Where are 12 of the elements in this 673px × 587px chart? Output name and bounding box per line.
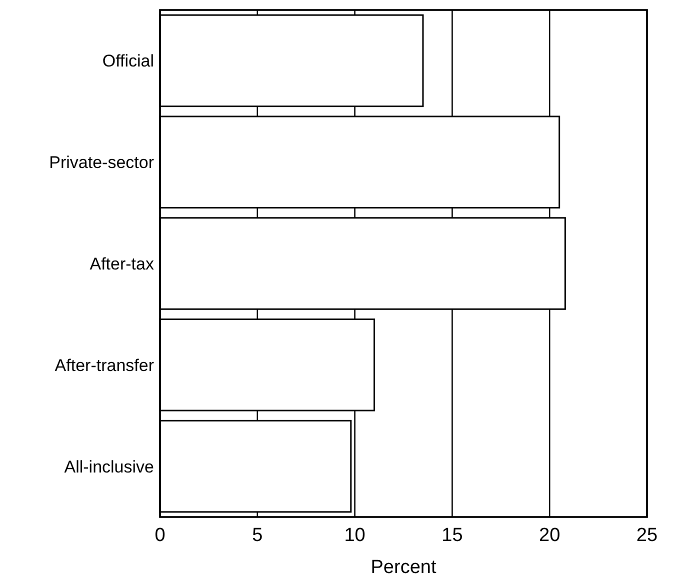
x-tick-label: 15: [442, 525, 463, 546]
x-tick-label: 20: [539, 525, 560, 546]
x-axis-title: Percent: [370, 557, 437, 578]
x-tick-label: 5: [252, 525, 263, 546]
x-tick-label: 0: [154, 525, 166, 546]
x-tick-label: 25: [636, 525, 658, 546]
y-tick-label: Private-sector: [49, 153, 154, 172]
y-tick-label: After-tax: [90, 254, 154, 274]
y-tick-label: After-transfer: [54, 356, 154, 375]
y-tick-label: Official: [102, 52, 154, 71]
x-tick-label: 10: [344, 525, 366, 546]
y-tick-label: All-inclusive: [64, 457, 154, 476]
